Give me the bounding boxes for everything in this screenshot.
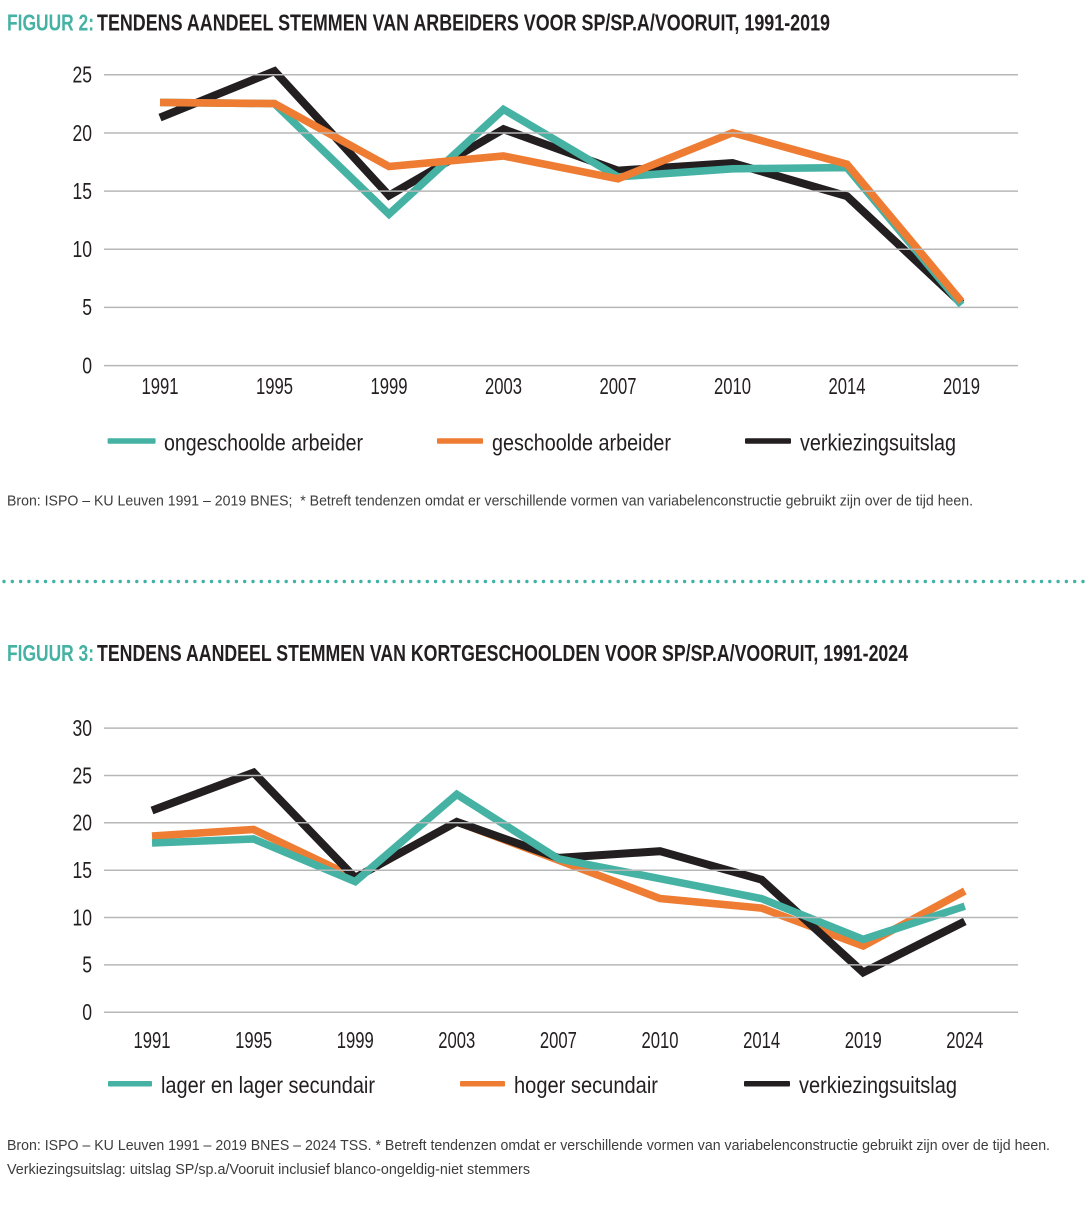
svg-text:lager en lager secundair: lager en lager secundair bbox=[161, 1072, 375, 1098]
svg-text:5: 5 bbox=[82, 294, 92, 320]
svg-text:2024: 2024 bbox=[946, 1027, 983, 1053]
svg-text:1991: 1991 bbox=[142, 373, 179, 399]
svg-text:15: 15 bbox=[73, 857, 93, 883]
svg-text:10: 10 bbox=[73, 904, 93, 930]
svg-text:20: 20 bbox=[73, 810, 93, 836]
svg-text:20: 20 bbox=[73, 120, 93, 146]
svg-text:10: 10 bbox=[73, 236, 93, 262]
svg-text:hoger secundair: hoger secundair bbox=[514, 1072, 658, 1098]
svg-text:verkiezingsuitslag: verkiezingsuitslag bbox=[799, 1072, 957, 1098]
svg-text:FIGUUR 2:: FIGUUR 2: bbox=[7, 10, 94, 36]
svg-text:1995: 1995 bbox=[235, 1027, 272, 1053]
svg-text:15: 15 bbox=[73, 178, 93, 204]
svg-text:2019: 2019 bbox=[943, 373, 980, 399]
svg-text:TENDENS AANDEEL STEMMEN VAN KO: TENDENS AANDEEL STEMMEN VAN KORTGESCHOOL… bbox=[97, 640, 908, 666]
svg-text:30: 30 bbox=[73, 715, 93, 741]
svg-text:2010: 2010 bbox=[642, 1027, 679, 1053]
svg-text:2003: 2003 bbox=[438, 1027, 475, 1053]
svg-text:5: 5 bbox=[82, 952, 92, 978]
svg-text:0: 0 bbox=[82, 999, 92, 1025]
svg-text:1991: 1991 bbox=[134, 1027, 171, 1053]
svg-text:Bron: ISPO – KU Leuven 1991 –: Bron: ISPO – KU Leuven 1991 – 2019 BNES;… bbox=[7, 494, 973, 510]
svg-text:verkiezingsuitslag: verkiezingsuitslag bbox=[800, 430, 956, 456]
svg-text:25: 25 bbox=[73, 62, 93, 88]
svg-text:25: 25 bbox=[73, 762, 93, 788]
svg-text:ongeschoolde arbeider: ongeschoolde arbeider bbox=[164, 430, 363, 456]
svg-text:Verkiezingsuitslag: uitslag SP: Verkiezingsuitslag: uitslag SP/sp.a/Voor… bbox=[7, 1162, 530, 1178]
svg-text:2007: 2007 bbox=[540, 1027, 577, 1053]
svg-text:2003: 2003 bbox=[485, 373, 522, 399]
svg-text:FIGUUR 3:: FIGUUR 3: bbox=[7, 640, 94, 666]
svg-text:0: 0 bbox=[82, 352, 92, 378]
svg-text:1999: 1999 bbox=[371, 373, 408, 399]
svg-text:geschoolde arbeider: geschoolde arbeider bbox=[492, 430, 671, 456]
svg-text:2019: 2019 bbox=[845, 1027, 882, 1053]
svg-text:2007: 2007 bbox=[600, 373, 637, 399]
svg-text:2014: 2014 bbox=[829, 373, 866, 399]
svg-text:Bron: ISPO – KU Leuven 1991 –: Bron: ISPO – KU Leuven 1991 – 2019 BNES … bbox=[7, 1138, 1050, 1154]
svg-text:1995: 1995 bbox=[256, 373, 293, 399]
svg-text:1999: 1999 bbox=[337, 1027, 374, 1053]
svg-text:2014: 2014 bbox=[743, 1027, 780, 1053]
svg-text:TENDENS AANDEEL STEMMEN VAN AR: TENDENS AANDEEL STEMMEN VAN ARBEIDERS VO… bbox=[97, 10, 830, 36]
svg-text:2010: 2010 bbox=[714, 373, 751, 399]
